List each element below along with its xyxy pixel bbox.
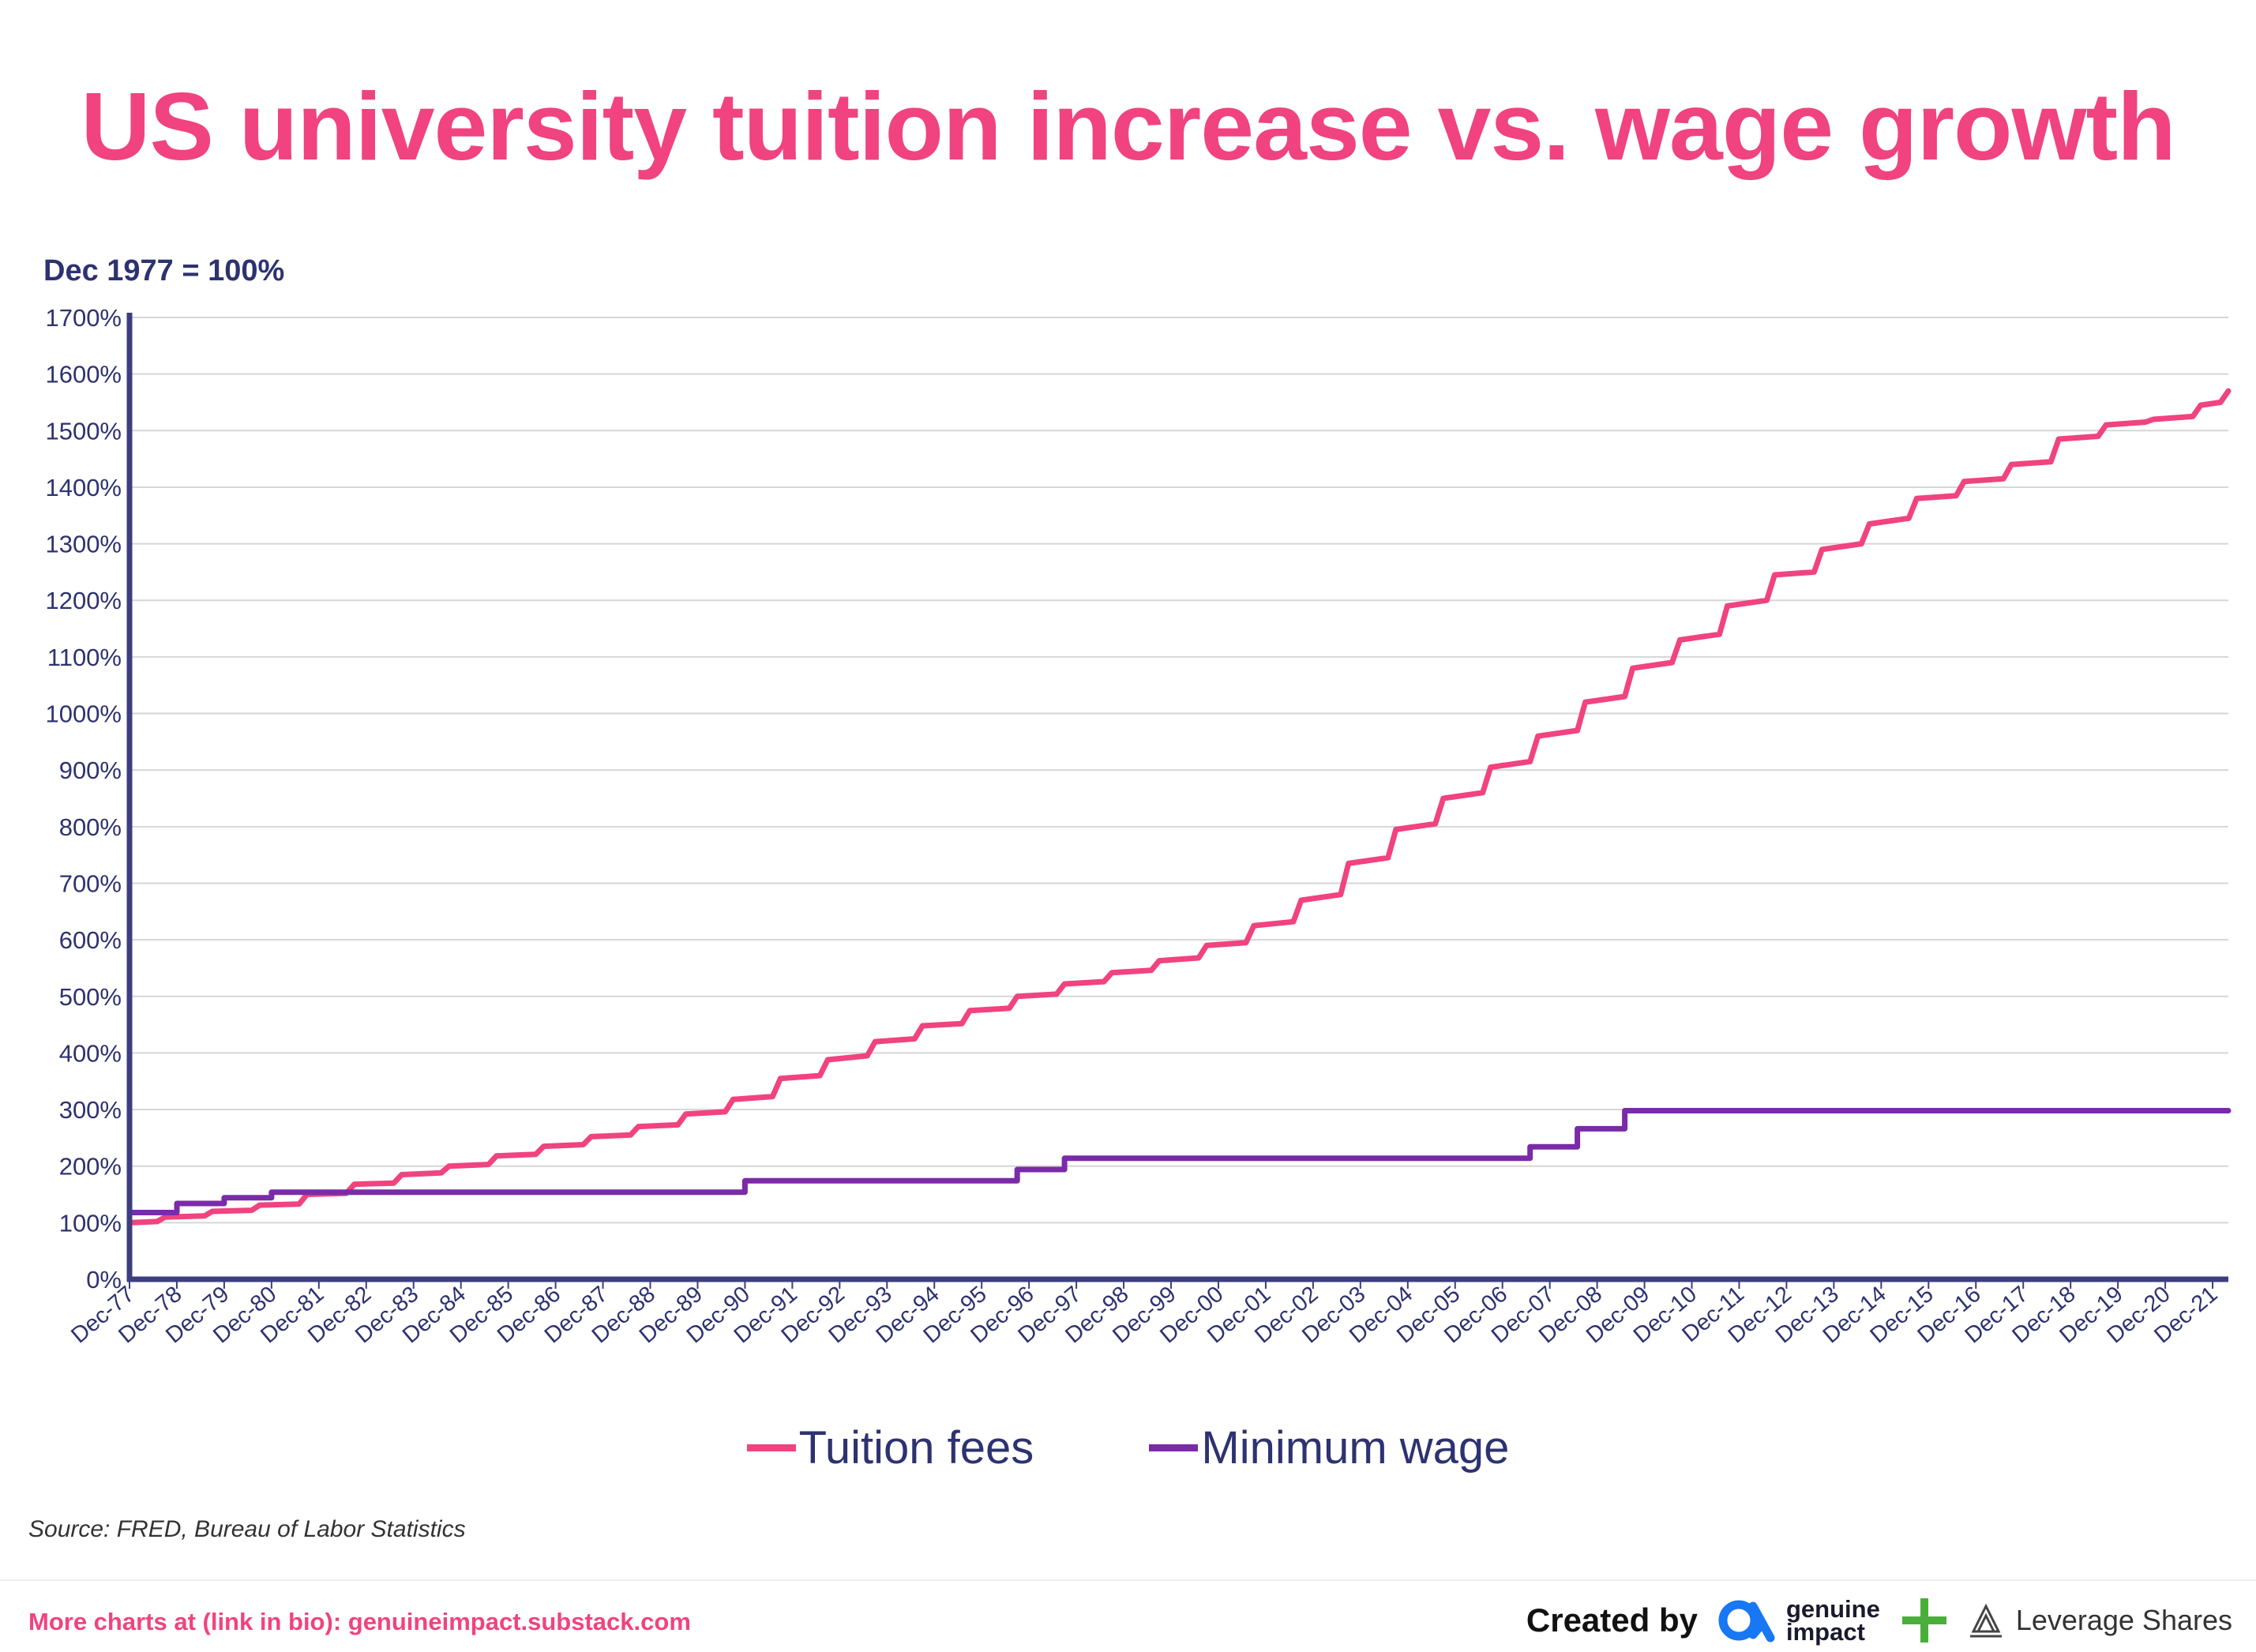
legend-label-tuition: Tuition fees	[798, 1422, 1034, 1474]
genuine-impact-logo-icon	[1718, 1600, 1775, 1643]
chart-title: US university tuition increase vs. wage …	[81, 73, 2175, 180]
y-tick-label: 1400%	[45, 474, 122, 501]
y-tick-label: 700%	[59, 869, 122, 897]
y-tick-label: 500%	[59, 983, 122, 1011]
axis-subtitle: Dec 1977 = 100%	[43, 254, 285, 287]
leverage-shares-wordmark: Leverage Shares	[2015, 1604, 2232, 1636]
y-tick-label: 0%	[86, 1266, 122, 1293]
y-tick-label: 1000%	[45, 700, 122, 728]
leverage-shares-logo-icon	[1969, 1603, 2002, 1638]
y-tick-label: 100%	[59, 1209, 122, 1237]
plus-icon	[1901, 1598, 1946, 1643]
legend: Tuition fees Minimum wage	[0, 1410, 2256, 1474]
tuition-fees-line	[126, 388, 2232, 1226]
legend-item-tuition: Tuition fees	[746, 1421, 1034, 1474]
footer-credits: Created by genuine impact Leverage Share…	[1526, 1589, 2232, 1652]
gi-line-1: genuine	[1785, 1595, 1880, 1623]
y-tick-label: 1100%	[47, 644, 122, 671]
legend-label-wage: Minimum wage	[1201, 1422, 1510, 1474]
y-tick-label: 1200%	[45, 587, 122, 614]
y-tick-label: 900%	[59, 757, 122, 784]
axes	[126, 313, 2228, 1282]
y-tick-label: 300%	[59, 1096, 122, 1124]
y-tick-label: 1500%	[45, 417, 122, 445]
gi-line-2: impact	[1785, 1618, 1865, 1646]
source-note: Source: FRED, Bureau of Labor Statistics	[28, 1516, 466, 1542]
legend-swatch-tuition	[746, 1444, 796, 1451]
legend-item-wage: Minimum wage	[1149, 1421, 1509, 1474]
line-chart: 0% 100% 200% 300% 400% 500% 600% 700% 800% 900% 10…	[45, 304, 2232, 1348]
y-tick-label: 1600%	[45, 361, 122, 389]
x-axis-ticks: Dec-77Dec-78Dec-79Dec-80Dec-81Dec-82Dec-…	[66, 1279, 2223, 1348]
y-tick-label: 600%	[59, 926, 122, 954]
footer-divider	[0, 1579, 2256, 1581]
legend-swatch-wage	[1149, 1444, 1199, 1451]
y-tick-label: 200%	[59, 1153, 122, 1181]
genuine-impact-wordmark: genuine impact	[1785, 1595, 1880, 1646]
y-tick-label: 800%	[59, 813, 122, 841]
minimum-wage-line	[126, 1108, 2232, 1215]
y-tick-label: 1300%	[45, 531, 122, 558]
series-layer	[126, 388, 2232, 1226]
y-tick-label: 1700%	[45, 304, 122, 332]
y-axis-ticks: 0% 100% 200% 300% 400% 500% 600% 700% 800% 900% 10…	[45, 304, 122, 1293]
footer-link[interactable]: More charts at (link in bio): genuineimp…	[28, 1608, 691, 1635]
gridlines	[130, 317, 2228, 1224]
y-tick-label: 400%	[59, 1039, 122, 1067]
created-by-label: Created by	[1526, 1601, 1698, 1639]
